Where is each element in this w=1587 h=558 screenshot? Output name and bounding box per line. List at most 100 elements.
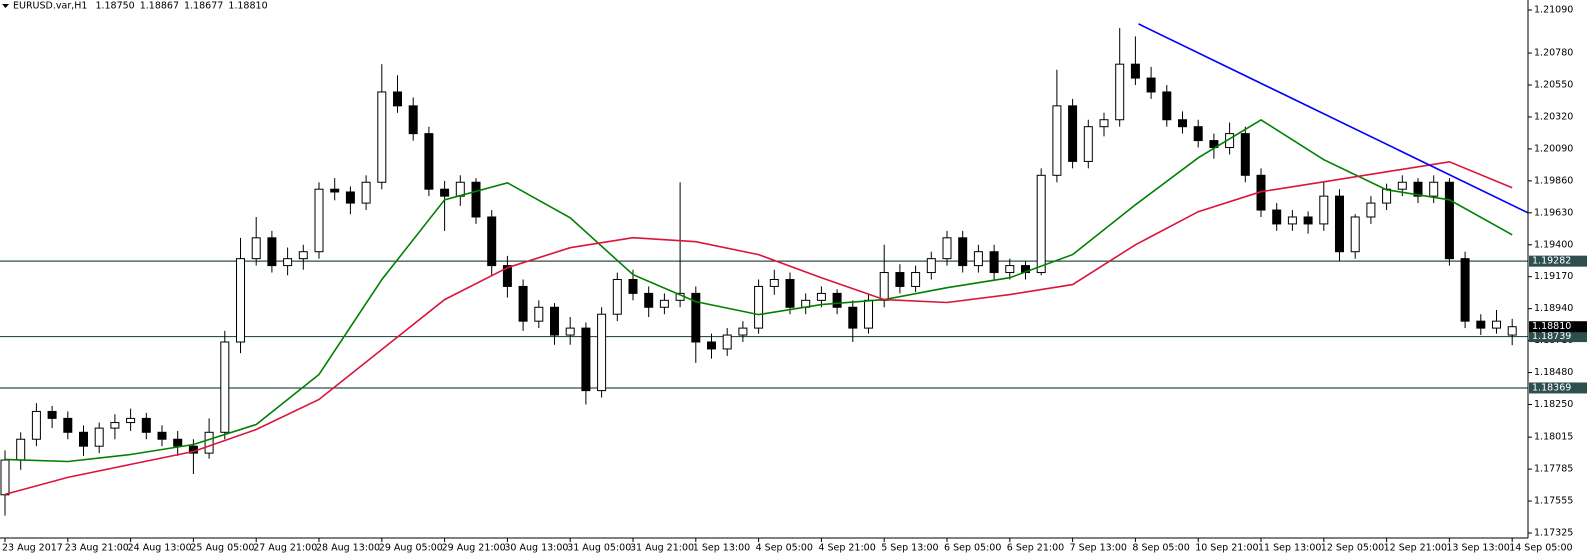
level-label: 1.19282	[1532, 256, 1571, 267]
x-tick-label: 29 Aug 21:00	[442, 543, 506, 554]
candle-body	[31, 410, 41, 440]
candle-body	[267, 237, 277, 267]
candle-body	[1162, 91, 1172, 121]
y-tick-label: 1.20780	[1534, 48, 1573, 59]
candle-body	[518, 285, 528, 322]
y-tick-label: 1.19400	[1534, 239, 1573, 250]
candle-body	[1068, 105, 1078, 162]
candle-body	[550, 306, 559, 336]
y-tick-label: 1.19860	[1534, 175, 1573, 186]
candle-body	[1178, 119, 1187, 128]
header-ohlc: 1.18750	[95, 1, 134, 12]
candle-body	[1319, 195, 1329, 225]
x-tick-label: 12 Sep 21:00	[1384, 543, 1447, 554]
candle-body	[1429, 181, 1439, 197]
y-tick-label: 1.20550	[1534, 80, 1573, 91]
candle-body	[973, 251, 983, 267]
level-label-box	[1529, 255, 1587, 267]
level-label: 1.18369	[1532, 382, 1571, 393]
candle-body	[581, 327, 591, 392]
candle-body	[1130, 63, 1140, 79]
candle-body	[1146, 77, 1156, 93]
candle-body	[1099, 119, 1109, 128]
candle-body	[110, 422, 120, 429]
candle-body	[879, 272, 889, 301]
candle-body	[220, 341, 230, 433]
x-tick-label: 30 Aug 13:00	[504, 543, 568, 554]
candle-body	[769, 278, 779, 287]
x-tick-label: 6 Sep 05:00	[944, 543, 1001, 554]
x-tick-label: 10 Sep 21:00	[1195, 543, 1258, 554]
candle-body	[173, 438, 183, 447]
candle-body	[597, 313, 607, 392]
candle-body	[1350, 216, 1360, 253]
candle-body	[1476, 320, 1486, 329]
header-ohlc: 1.18867	[140, 1, 179, 12]
candle-body	[1115, 63, 1125, 121]
candle-body	[895, 272, 905, 287]
candle-body	[126, 417, 136, 424]
candle-body	[1240, 133, 1250, 176]
candle-body	[1492, 320, 1501, 329]
indicator-line	[1138, 23, 1529, 214]
level-label-box	[1529, 382, 1587, 394]
x-tick-label: 5 Sep 13:00	[881, 543, 938, 554]
candle-body	[1303, 216, 1313, 225]
candle-body	[283, 258, 293, 267]
candle-body	[628, 278, 638, 294]
candle-body	[848, 306, 858, 329]
y-tick-label: 1.19630	[1534, 207, 1573, 218]
candle-body	[502, 265, 512, 287]
candle-body	[204, 431, 214, 454]
x-tick-label: 24 Aug 13:00	[128, 543, 192, 554]
candle-body	[157, 431, 167, 440]
plot-area	[0, 23, 1529, 516]
candle-body	[1036, 174, 1046, 274]
x-tick-label: 7 Sep 13:00	[1070, 543, 1127, 554]
price-label-box	[1529, 321, 1587, 333]
candle-body	[911, 272, 921, 287]
candle-body	[1382, 188, 1392, 204]
candle-body	[471, 181, 481, 218]
candle-body	[1444, 181, 1454, 260]
candle-body	[79, 431, 88, 447]
candle-body	[722, 334, 732, 350]
y-tick-label: 1.19170	[1534, 271, 1573, 282]
candle-body	[1287, 216, 1297, 225]
x-tick-label: 4 Sep 05:00	[756, 543, 813, 554]
candle-body	[565, 327, 575, 336]
x-tick-label: 29 Aug 05:00	[379, 543, 443, 554]
candle-body	[785, 278, 795, 308]
y-tick-label: 1.17555	[1534, 496, 1573, 507]
candle-body	[754, 285, 764, 329]
candle-body	[377, 91, 387, 183]
x-tick-label: 12 Sep 05:00	[1321, 543, 1384, 554]
x-tick-label: 4 Sep 21:00	[818, 543, 875, 554]
candle-body	[141, 417, 151, 433]
y-tick-label: 1.20320	[1534, 111, 1573, 122]
candle-body	[16, 438, 26, 461]
candle-body	[864, 299, 873, 329]
candle-body	[926, 258, 936, 274]
candle-body	[691, 292, 701, 343]
candle-body	[236, 258, 245, 343]
menu-arrow[interactable]	[2, 4, 9, 8]
x-tick-label: 25 Aug 05:00	[190, 543, 254, 554]
candle-body	[707, 341, 716, 350]
candle-body	[989, 251, 999, 274]
candle-body	[1335, 195, 1344, 253]
x-tick-label: 6 Sep 21:00	[1007, 543, 1064, 554]
candle-body	[63, 417, 73, 433]
candle-body	[816, 292, 826, 301]
candle-body	[958, 237, 968, 267]
candle-body	[330, 188, 340, 193]
indicator-line	[4, 118, 1513, 463]
candle-body	[612, 278, 622, 315]
x-tick-label: 23 Aug 21:00	[65, 543, 129, 554]
candle-body	[345, 191, 355, 204]
candle-body	[440, 188, 450, 197]
candle-body	[942, 237, 952, 260]
candle-body	[298, 251, 308, 260]
x-tick-label: 31 Aug 05:00	[567, 543, 631, 554]
